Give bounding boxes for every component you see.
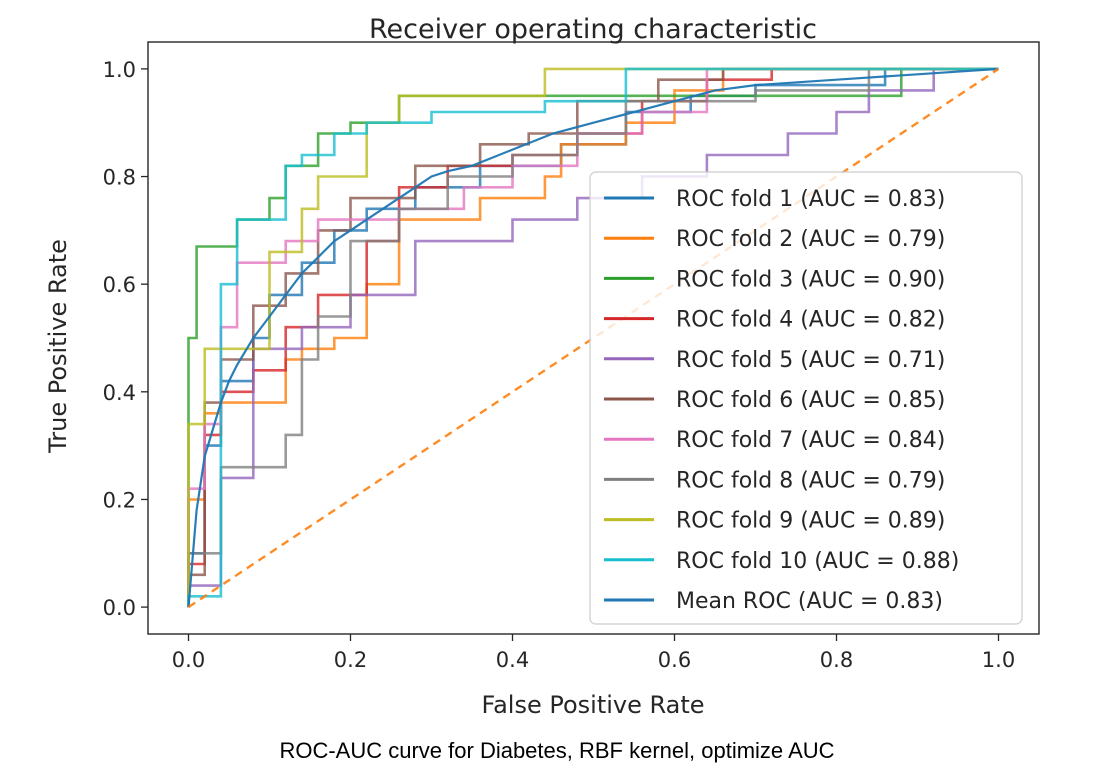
legend-entry-label: ROC fold 10 (AUC = 0.88): [676, 549, 959, 574]
figure-caption: ROC-AUC curve for Diabetes, RBF kernel, …: [279, 738, 835, 763]
legend-entry-label: ROC fold 4 (AUC = 0.82): [676, 308, 945, 333]
x-tick-label: 0.2: [334, 648, 367, 672]
y-axis-label: True Positive Rate: [44, 239, 72, 454]
legend-entry-label: ROC fold 8 (AUC = 0.79): [676, 468, 945, 493]
legend-entry-label: ROC fold 9 (AUC = 0.89): [676, 509, 945, 534]
axes-layer: 0.0 0.2 0.4 0.6 0.8 1.0 0.0 0.2 0.4 0.6 0.8 1.0: [103, 58, 1016, 672]
y-tick-label: 1.0: [103, 58, 136, 82]
roc-fold-10-line: [187, 67, 999, 608]
legend: ROC fold 1 (AUC = 0.83) ROC fold 2 (AUC =…: [589, 171, 1023, 625]
roc-fold-8-line: [187, 67, 999, 608]
roc-fold-9-line: [187, 67, 999, 608]
legend-entry-label: ROC fold 3 (AUC = 0.90): [676, 267, 945, 292]
y-tick-label: 0.2: [103, 488, 136, 512]
x-tick-label: 0.6: [658, 648, 691, 672]
x-tick-label: 0.8: [820, 648, 853, 672]
y-tick-label: 0.0: [103, 596, 136, 620]
y-tick-label: 0.8: [103, 166, 136, 190]
chart-title: Receiver operating characteristic: [369, 14, 817, 45]
roc-fold-5-line: [187, 67, 999, 608]
legend-entry-label: ROC fold 1 (AUC = 0.83): [676, 187, 945, 212]
series-layer: [187, 67, 1000, 609]
x-axis-label: False Positive Rate: [481, 691, 704, 719]
x-tick-label: 1.0: [982, 648, 1015, 672]
legend-entry-label: ROC fold 2 (AUC = 0.79): [676, 227, 945, 252]
legend-entry-label: Mean ROC (AUC = 0.83): [676, 589, 943, 614]
legend-entry-label: ROC fold 6 (AUC = 0.85): [676, 388, 945, 413]
legend-entry-label: ROC fold 7 (AUC = 0.84): [676, 428, 945, 453]
x-tick-label: 0.4: [496, 648, 529, 672]
y-tick-label: 0.4: [103, 381, 136, 405]
mean-roc-line: [187, 67, 999, 608]
plot-frame: [147, 41, 1040, 635]
y-tick-label: 0.6: [103, 273, 136, 297]
x-tick-label: 0.0: [172, 648, 205, 672]
legend-entry-label: ROC fold 5 (AUC = 0.71): [676, 348, 945, 373]
legend-box: [589, 171, 1023, 625]
